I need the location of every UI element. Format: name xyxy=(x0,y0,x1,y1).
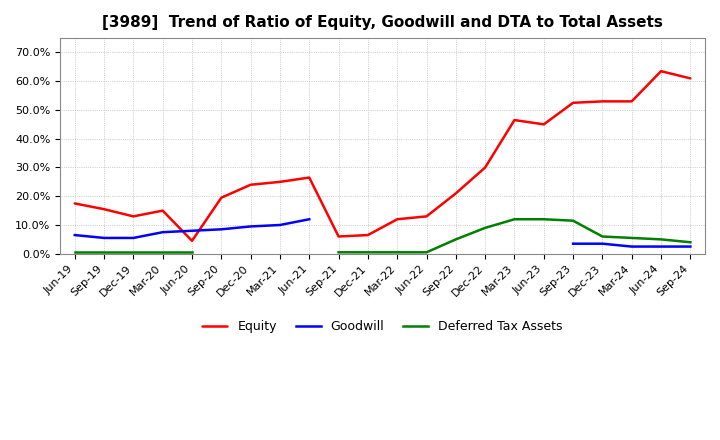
Deferred Tax Assets xyxy=(100,249,109,255)
Goodwill xyxy=(71,232,79,238)
Equity xyxy=(569,100,577,106)
Equity xyxy=(686,76,695,81)
Goodwill xyxy=(305,216,314,222)
Equity xyxy=(481,165,490,170)
Goodwill xyxy=(246,224,255,229)
Equity xyxy=(598,99,607,104)
Equity xyxy=(334,234,343,239)
Equity xyxy=(158,208,167,213)
Equity xyxy=(100,206,109,212)
Equity xyxy=(451,191,460,196)
Equity xyxy=(71,201,79,206)
Deferred Tax Assets xyxy=(71,249,79,255)
Line: Equity: Equity xyxy=(75,71,690,241)
Legend: Equity, Goodwill, Deferred Tax Assets: Equity, Goodwill, Deferred Tax Assets xyxy=(197,315,567,338)
Goodwill xyxy=(276,222,284,227)
Equity xyxy=(246,182,255,187)
Equity xyxy=(657,69,665,74)
Goodwill xyxy=(100,235,109,241)
Goodwill xyxy=(129,235,138,241)
Equity xyxy=(305,175,314,180)
Equity xyxy=(627,99,636,104)
Equity xyxy=(510,117,519,123)
Equity xyxy=(217,195,225,200)
Equity xyxy=(422,214,431,219)
Equity xyxy=(188,238,197,243)
Goodwill xyxy=(188,228,197,233)
Title: [3989]  Trend of Ratio of Equity, Goodwill and DTA to Total Assets: [3989] Trend of Ratio of Equity, Goodwil… xyxy=(102,15,663,30)
Equity xyxy=(393,216,402,222)
Deferred Tax Assets xyxy=(129,249,138,255)
Deferred Tax Assets xyxy=(188,249,197,255)
Equity xyxy=(539,122,548,127)
Equity xyxy=(364,232,372,238)
Equity xyxy=(276,179,284,184)
Line: Goodwill: Goodwill xyxy=(75,219,310,238)
Goodwill xyxy=(158,230,167,235)
Goodwill xyxy=(217,227,225,232)
Deferred Tax Assets xyxy=(158,249,167,255)
Equity xyxy=(129,214,138,219)
